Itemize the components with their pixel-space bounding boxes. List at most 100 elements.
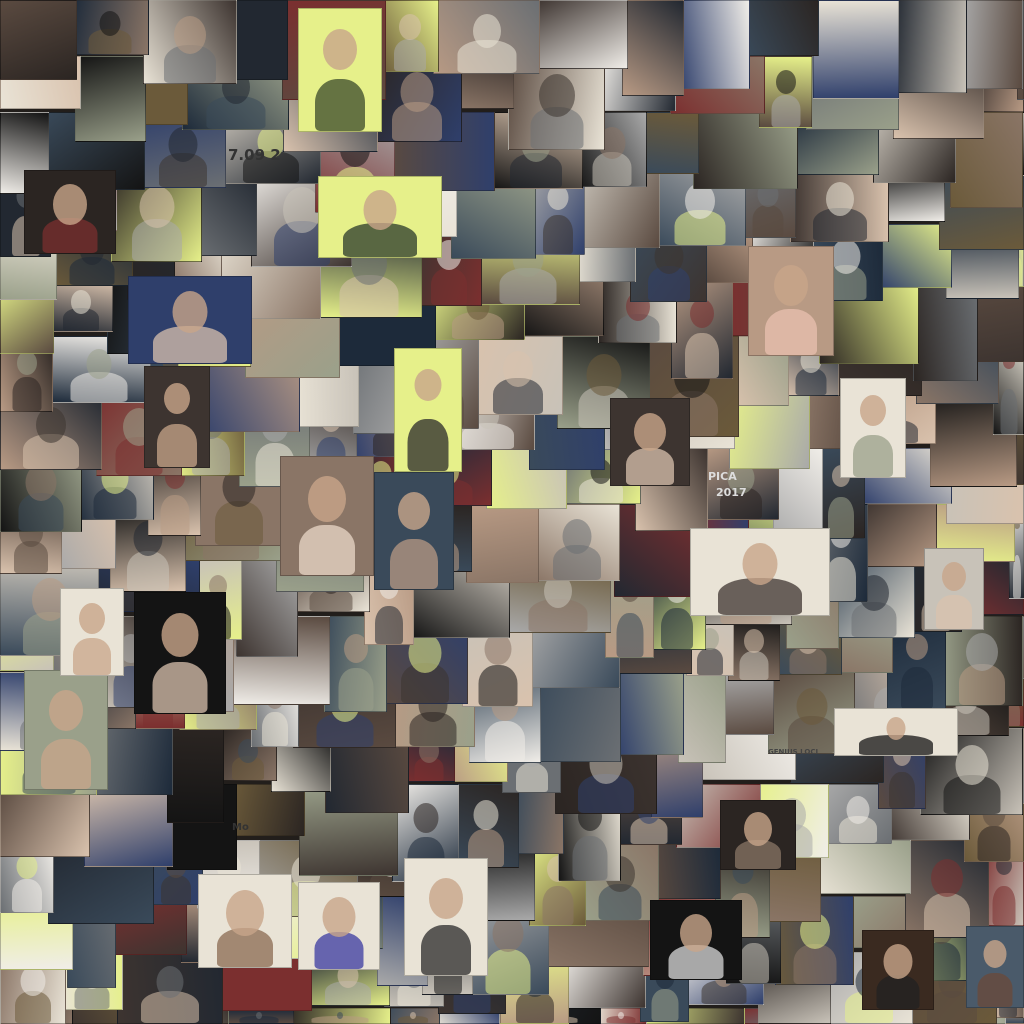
photo-face [400,72,434,112]
collage-photo-tile [75,56,146,142]
photo-face [983,940,1007,968]
collage-photo-tile [905,840,989,938]
photo-figure [977,973,1013,1007]
collage-photo-tile [598,280,677,343]
photo-face [25,464,57,501]
photo-figure [606,1016,636,1023]
photo-face [398,492,430,530]
collage-photo-tile-feature [966,926,1024,1008]
photo-figure [485,721,525,762]
photo-face [562,519,591,554]
photo-face [156,966,184,998]
collage-photo-tile-feature [610,398,690,486]
photo-figure [12,377,41,411]
photo-figure [215,501,263,545]
collage-photo-tile [893,0,967,93]
photo-face [775,70,796,94]
photo-figure [1007,701,1020,726]
photo-face [846,796,869,824]
photo-figure [15,991,51,1023]
photo-figure [793,944,836,984]
collage-photo-tile [0,0,77,80]
photo-face [414,369,442,401]
collage-photo-tile [453,784,519,868]
photo-face [744,629,764,653]
collage-photo-tile [920,728,1023,815]
photo-figure [160,495,189,535]
collage-photo-tile [641,112,699,174]
collage-photo-tile [815,840,911,894]
collage-photo-tile [48,280,113,332]
photo-figure [515,763,548,792]
collage-photo-tile [71,0,149,55]
photo-face [538,74,575,117]
photo-face [308,476,346,522]
photo-face [161,613,199,657]
collage-photo-tile [167,728,224,823]
photo-figure [977,826,1011,861]
photo-face [965,633,998,671]
collage-photo-tile-feature [318,176,442,258]
photo-face [99,11,121,36]
photo-face [323,29,357,70]
photo-figure [485,949,531,994]
photo-face [16,854,38,879]
photo-figure [375,606,403,644]
photo-face [955,745,988,785]
photo-face [336,1012,343,1019]
photo-face [20,966,46,996]
collage-photo-tile-feature [394,348,462,472]
collage-photo-tile [385,1008,440,1024]
collage-photo-tile [433,0,540,74]
collage-photo-tile-feature [404,858,488,976]
photo-face [79,603,105,634]
collage-photo-tile-feature [198,874,292,968]
collage-photo-tile [678,0,750,89]
collage-photo-tile [473,336,563,415]
photo-face [831,239,860,274]
photo-figure [685,333,719,378]
collage-photo-tile [533,504,620,581]
collage-photo-tile [534,0,628,69]
photo-face [70,290,91,314]
photo-figure [397,1016,428,1023]
photo-figure [853,435,893,477]
photo-figure [859,735,933,755]
photo-figure [309,588,353,611]
photo-figure [739,651,769,680]
photo-face [690,299,714,328]
photo-face [883,944,913,979]
photo-figure [572,836,607,880]
collage-photo-tile-feature [280,456,374,576]
photo-figure [157,424,197,467]
photo-face [174,16,206,54]
photo-face [742,543,778,585]
photo-figure [697,648,723,675]
photo-figure [338,668,373,711]
collage-photo-tile-feature [650,900,742,980]
collage-photo-tile-feature [144,366,210,468]
photo-figure [924,893,970,937]
collage-photo-tile-feature [134,592,226,714]
photo-face [172,291,208,333]
photo-figure [771,95,800,127]
photo-figure [542,215,573,254]
collage-photo-tile [728,616,780,681]
photo-figure [826,557,856,601]
photo-face [680,914,712,952]
collage-photo-tile [231,0,288,80]
collage-photo-tile [84,784,173,867]
photo-face [774,265,808,306]
photo-face [209,575,227,597]
photo-face [586,354,621,396]
collage-photo-tile-feature [298,8,382,132]
photo-face [825,182,854,216]
photo-face [796,688,827,725]
photo-face [547,185,568,210]
wall-date-text: 7.09 2 [228,146,281,164]
collage-photo-tile-feature [924,548,984,630]
collage-photo-tile-feature [748,246,834,356]
photo-figure [262,712,288,746]
photo-face [1013,522,1020,529]
